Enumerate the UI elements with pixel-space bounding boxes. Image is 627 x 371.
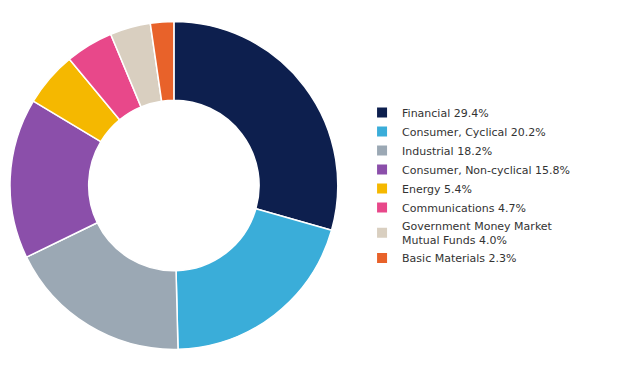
svg-text:Industrial 18.2%: Industrial 18.2% [402, 145, 492, 158]
svg-text:Energy 5.4%: Energy 5.4% [402, 183, 472, 196]
svg-text:Communications 4.7%: Communications 4.7% [402, 202, 526, 215]
svg-text:Government Money MarketMutual: Government Money MarketMutual Funds 4.0% [402, 220, 553, 247]
svg-text:Basic Materials 2.3%: Basic Materials 2.3% [402, 252, 516, 265]
svg-text:Consumer, Cyclical 20.2%: Consumer, Cyclical 20.2% [402, 126, 546, 139]
svg-text:Consumer, Non-cyclical 15.8%: Consumer, Non-cyclical 15.8% [402, 164, 570, 177]
svg-text:Financial 29.4%: Financial 29.4% [402, 107, 489, 120]
